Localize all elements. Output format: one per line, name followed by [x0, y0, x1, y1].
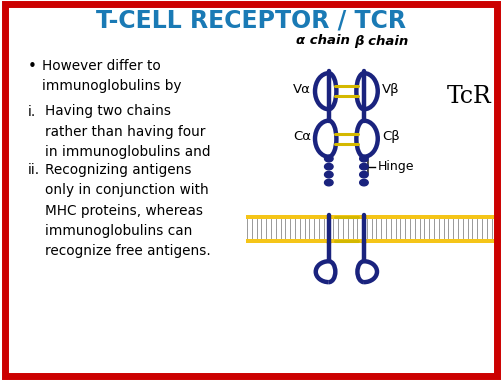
- Circle shape: [324, 179, 332, 186]
- Text: However differ to
immunoglobulins by: However differ to immunoglobulins by: [42, 59, 181, 93]
- Text: Recognizing antigens
only in conjunction with
MHC proteins, whereas
immunoglobul: Recognizing antigens only in conjunction…: [45, 163, 210, 258]
- Text: Having two chains
rather than having four
in immunoglobulins and: Having two chains rather than having fou…: [45, 105, 210, 158]
- Text: i.: i.: [28, 105, 36, 119]
- Circle shape: [324, 171, 332, 178]
- Text: •: •: [28, 59, 37, 74]
- Bar: [245, 239, 501, 243]
- Bar: [245, 215, 501, 219]
- Text: Cα: Cα: [293, 130, 310, 143]
- Text: Hinge: Hinge: [377, 160, 414, 173]
- Text: TcR: TcR: [446, 86, 491, 108]
- Text: Cβ: Cβ: [381, 130, 399, 143]
- Circle shape: [324, 155, 332, 162]
- Text: T-CELL RECEPTOR / TCR: T-CELL RECEPTOR / TCR: [96, 9, 405, 33]
- Circle shape: [359, 171, 368, 178]
- Circle shape: [359, 163, 368, 170]
- Circle shape: [324, 163, 332, 170]
- Text: α chain: α chain: [295, 35, 349, 48]
- Circle shape: [359, 155, 368, 162]
- Text: Vα: Vα: [293, 83, 310, 96]
- Text: Vβ: Vβ: [381, 83, 399, 96]
- Text: β chain: β chain: [354, 35, 408, 48]
- Text: ii.: ii.: [28, 163, 40, 177]
- Circle shape: [359, 179, 368, 186]
